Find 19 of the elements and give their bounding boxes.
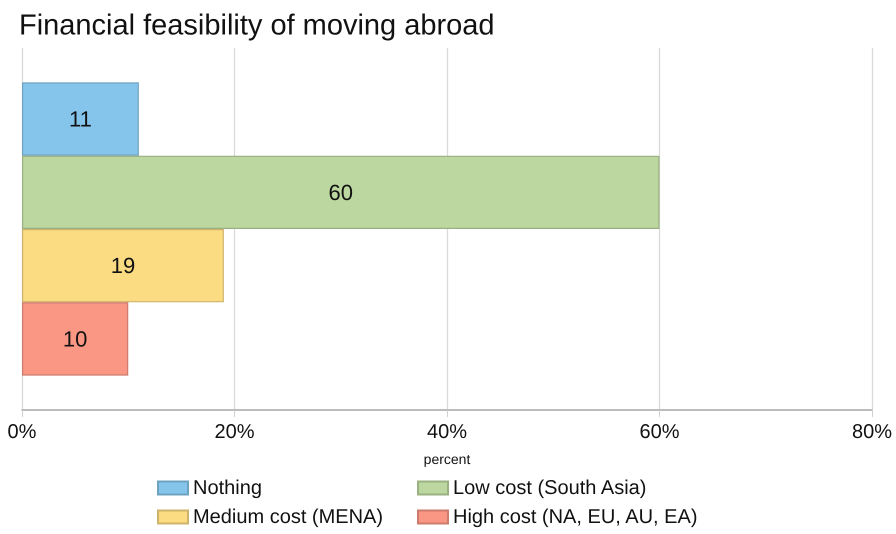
- x-tick-label: 20%: [214, 421, 255, 443]
- chart-title: Financial feasibility of moving abroad: [19, 10, 495, 42]
- data-label: 10: [62, 326, 88, 352]
- bar: [22, 302, 128, 376]
- x-tick-label: 80%: [852, 421, 892, 443]
- x-axis-title: percent: [424, 451, 470, 467]
- legend-label: Nothing: [193, 477, 262, 499]
- x-tick-label: 60%: [639, 421, 680, 443]
- bar: [22, 156, 660, 229]
- legend-label: Medium cost (MENA): [193, 506, 384, 528]
- data-label: 60: [328, 180, 353, 205]
- legend-label: Low cost (South Asia): [453, 477, 646, 499]
- x-tick-label: 40%: [426, 421, 468, 443]
- x-tick-label: 0%: [8, 421, 37, 443]
- data-label: 19: [110, 253, 136, 278]
- bar: [22, 229, 224, 302]
- data-label: 11: [69, 106, 92, 132]
- bar: [22, 82, 139, 156]
- legend-label: High cost (NA, EU, AU, EA): [453, 506, 698, 528]
